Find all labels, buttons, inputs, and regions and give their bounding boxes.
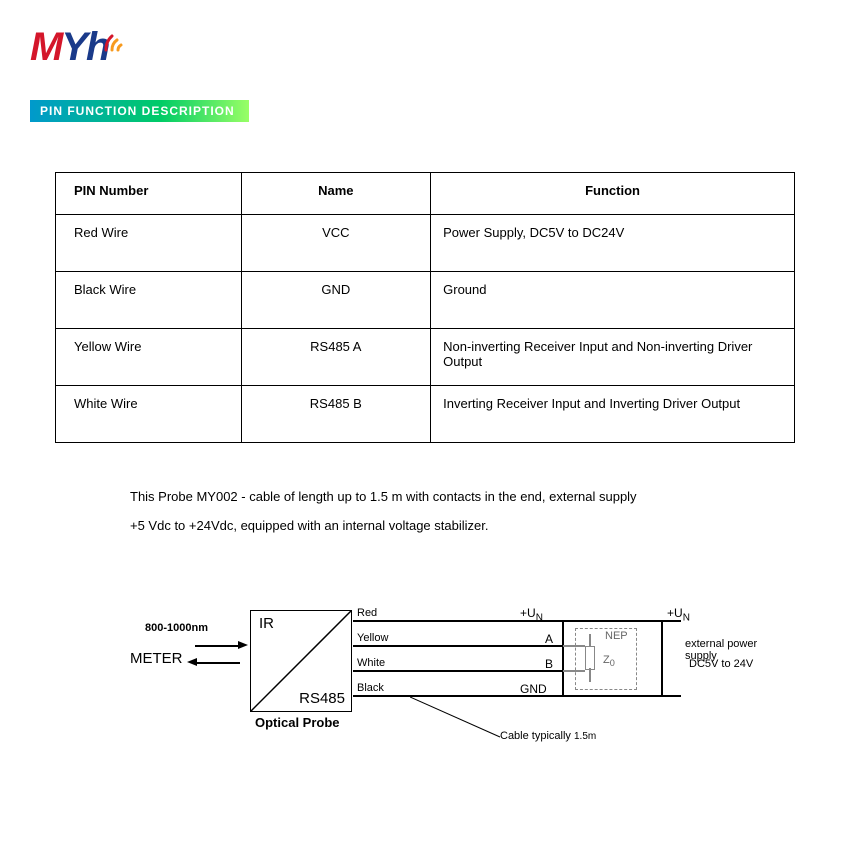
- pin-function-table: PIN Number Name Function Red Wire VCC Po…: [55, 172, 795, 443]
- meter-label: METER: [130, 650, 183, 667]
- header-function: Function: [431, 173, 795, 215]
- ext-wire-top: [562, 620, 662, 622]
- nep-stub: [589, 668, 591, 682]
- cell-func: Ground: [431, 272, 795, 329]
- table-row: White Wire RS485 B Inverting Receiver In…: [56, 386, 795, 443]
- arrow-line: [195, 645, 240, 647]
- wire-white: [353, 670, 563, 672]
- section-title: PIN FUNCTION DESCRIPTION: [30, 100, 249, 122]
- rs485-label: RS485: [299, 690, 345, 707]
- logo-letter-y: Y: [61, 25, 86, 70]
- ext-un-label: +UN: [667, 606, 690, 623]
- cable-label: Cable typically 1.5m: [500, 730, 596, 742]
- ext-lead-bot: [661, 695, 681, 697]
- connector-v1: [562, 620, 564, 696]
- cell-name: RS485 B: [241, 386, 431, 443]
- table-row: Black Wire GND Ground: [56, 272, 795, 329]
- wire-white-label: White: [357, 657, 385, 669]
- cell-pin: White Wire: [56, 386, 242, 443]
- ext-supply-range: DC5V to 24V: [689, 658, 753, 670]
- wifi-icon: [104, 17, 132, 62]
- signal-b: B: [545, 657, 553, 671]
- logo-letter-m: M: [30, 25, 61, 70]
- cell-pin: Yellow Wire: [56, 329, 242, 386]
- resistor-icon: [585, 646, 595, 670]
- ext-v: [661, 620, 663, 696]
- signal-un: +UN: [520, 606, 543, 623]
- cell-func: Inverting Receiver Input and Inverting D…: [431, 386, 795, 443]
- wire-red-label: Red: [357, 607, 377, 619]
- table-header-row: PIN Number Name Function: [56, 173, 795, 215]
- nep-stub: [563, 645, 585, 647]
- nep-label: NEP: [605, 630, 628, 642]
- cell-name: VCC: [241, 215, 431, 272]
- cell-name: RS485 A: [241, 329, 431, 386]
- header-name: Name: [241, 173, 431, 215]
- table-row: Yellow Wire RS485 A Non-inverting Receiv…: [56, 329, 795, 386]
- nep-stub: [589, 634, 591, 646]
- signal-a: A: [545, 632, 553, 646]
- z0-label: Z0: [603, 654, 615, 668]
- wire-yellow: [353, 645, 563, 647]
- cell-pin: Black Wire: [56, 272, 242, 329]
- cell-func: Power Supply, DC5V to DC24V: [431, 215, 795, 272]
- arrow-right-icon: [238, 641, 248, 649]
- header-pin: PIN Number: [56, 173, 242, 215]
- probe-box: IR RS485: [250, 610, 352, 712]
- desc-line1: This Probe MY002 - cable of length up to…: [130, 483, 760, 512]
- ir-label: IR: [259, 615, 274, 632]
- probe-description: This Probe MY002 - cable of length up to…: [130, 483, 760, 540]
- table-row: Red Wire VCC Power Supply, DC5V to DC24V: [56, 215, 795, 272]
- wavelength-label: 800-1000nm: [145, 622, 208, 634]
- cell-func: Non-inverting Receiver Input and Non-inv…: [431, 329, 795, 386]
- arrow-left-icon: [187, 658, 197, 666]
- wiring-diagram: METER 800-1000nm IR RS485 Optical Probe …: [75, 570, 775, 790]
- desc-line2: +5 Vdc to +24Vdc, equipped with an inter…: [130, 512, 760, 541]
- wire-yellow-label: Yellow: [357, 632, 388, 644]
- cell-name: GND: [241, 272, 431, 329]
- signal-gnd: GND: [520, 682, 547, 696]
- optical-probe-label: Optical Probe: [255, 715, 340, 730]
- wire-black-label: Black: [357, 682, 384, 694]
- arrow-line: [195, 662, 240, 664]
- ext-wire-bot: [562, 695, 662, 697]
- company-logo: M Y h: [30, 25, 820, 70]
- cell-pin: Red Wire: [56, 215, 242, 272]
- nep-stub: [563, 670, 585, 672]
